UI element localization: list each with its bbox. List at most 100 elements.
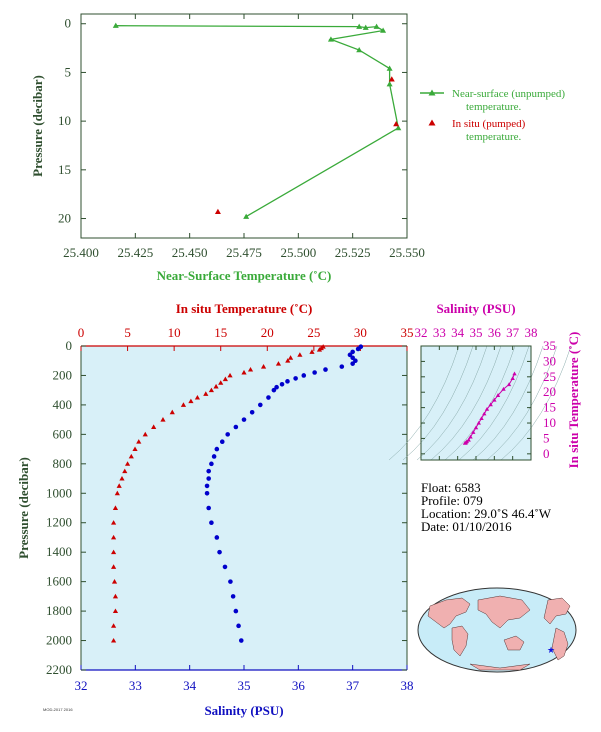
temperature-point <box>287 355 294 360</box>
temperature-tick-label: 10 <box>168 325 181 340</box>
near-surface-point <box>386 65 393 71</box>
salinity-point <box>233 424 239 430</box>
salinity-point <box>301 373 307 378</box>
near-surface-point <box>356 47 363 53</box>
temperature-point <box>160 417 166 422</box>
legend-marker-near-surface <box>428 89 436 96</box>
temperature-tick-label: 5 <box>124 325 131 340</box>
ts-point <box>466 437 471 442</box>
profile-number: Profile: 079 <box>421 493 483 508</box>
temperature-axis-title: In situ Temperature (˚C) <box>176 301 313 316</box>
temperature-point <box>180 402 187 407</box>
salinity-point <box>236 623 241 629</box>
top-x-tick-label: 25.500 <box>280 245 316 260</box>
ts-x-tick-label: 38 <box>525 325 538 340</box>
legend-marker-in-situ <box>428 119 436 126</box>
density-contour-line <box>472 345 544 461</box>
temperature-point <box>111 520 117 525</box>
temperature-point <box>275 361 282 366</box>
temperature-point <box>188 398 194 404</box>
near-surface-point <box>356 23 363 29</box>
temperature-point <box>151 424 157 429</box>
ts-point <box>501 386 506 391</box>
temperature-point <box>218 380 224 385</box>
temperature-point <box>309 349 315 354</box>
ts-y-tick-label: 5 <box>543 430 550 445</box>
main-y-axis-title: Pressure (decibar) <box>16 457 31 559</box>
pressure-tick-label: 2200 <box>46 662 72 677</box>
date: Date: 01/10/2016 <box>421 519 512 534</box>
ts-point <box>468 434 473 439</box>
near-surface-point <box>112 22 119 28</box>
pressure-tick-label: 1800 <box>46 603 72 618</box>
ts-point <box>482 411 487 416</box>
in-situ-point <box>388 76 395 82</box>
salinity-point <box>206 468 211 474</box>
top-y-axis-title: Pressure (decibar) <box>30 75 45 177</box>
ts-point <box>488 402 493 407</box>
salinity-point <box>312 370 317 375</box>
pressure-tick-label: 1400 <box>46 544 72 559</box>
salinity-point <box>204 483 210 489</box>
salinity-point <box>209 520 214 526</box>
salinity-point <box>204 490 210 496</box>
temperature-point <box>194 394 201 400</box>
temperature-tick-label: 15 <box>214 325 227 340</box>
salinity-tick-label: 32 <box>75 678 88 693</box>
near-surface-point <box>386 81 393 87</box>
top-x-tick-label: 25.525 <box>335 245 371 260</box>
salinity-point <box>323 367 328 372</box>
salinity-point <box>350 355 355 361</box>
salinity-point <box>353 358 358 364</box>
temperature-point <box>122 468 128 474</box>
pressure-tick-label: 2000 <box>46 633 72 648</box>
salinity-point <box>258 402 263 408</box>
salinity-point <box>222 564 228 570</box>
top-y-tick-label: 5 <box>65 64 72 79</box>
ts-point <box>479 416 484 421</box>
near-surface-point <box>327 36 334 42</box>
density-contour-line <box>430 345 502 461</box>
salinity-point <box>249 409 255 415</box>
ts-y-tick-label: 30 <box>543 353 556 368</box>
ts-x-tick-label: 35 <box>470 325 483 340</box>
ts-x-tick-label: 32 <box>415 325 428 340</box>
profile-chart: 0 5 10 15 20 25 30 35 32 33 34 35 36 37 38 0 200 400 600 80… <box>16 301 414 718</box>
temperature-point <box>227 372 233 378</box>
salinity-tick-label: 36 <box>292 678 306 693</box>
pressure-tick-label: 1000 <box>46 485 72 500</box>
density-contours <box>388 345 572 461</box>
salinity-point <box>350 361 355 366</box>
top-x-tick-label: 25.400 <box>63 245 99 260</box>
salinity-point <box>355 346 361 352</box>
footer-stamp: MOD-2017 2016 <box>43 707 73 712</box>
ts-plot-background <box>421 346 531 460</box>
temperature-point <box>114 490 120 496</box>
temperature-point <box>203 391 209 396</box>
salinity-point <box>228 579 233 584</box>
map-land <box>427 595 571 671</box>
top-y-tick-label: 20 <box>58 211 71 226</box>
salinity-point <box>339 364 345 369</box>
ts-point <box>512 371 517 376</box>
temperature-point <box>142 431 148 437</box>
salinity-point <box>285 379 290 384</box>
temperature-tick-label: 25 <box>307 325 320 340</box>
top-x-tick-label: 25.425 <box>117 245 153 260</box>
salinity-point <box>206 476 211 481</box>
ts-y-tick-label: 0 <box>543 446 550 461</box>
temperature-point <box>316 347 323 352</box>
ts-x-tick-label: 37 <box>506 325 520 340</box>
salinity-tick-label: 37 <box>346 678 360 693</box>
ts-point <box>473 425 479 430</box>
top-legend: Near-surface (unpumped) temperature. In s… <box>420 88 565 143</box>
salinity-point <box>233 608 239 614</box>
near-surface-temperature-chart: 25.400 25.425 25.450 25.475 25.500 25.525 25.5… <box>30 13 565 283</box>
ts-x-tick-label: 36 <box>488 325 502 340</box>
temperature-point <box>112 505 119 510</box>
salinity-point <box>238 638 244 643</box>
near-surface-point <box>362 24 369 30</box>
salinity-point <box>230 594 236 599</box>
